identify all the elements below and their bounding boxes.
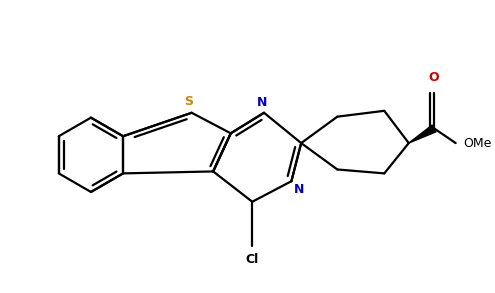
Polygon shape [409,125,436,143]
Text: N: N [257,96,267,109]
Text: OMe: OMe [463,137,492,150]
Text: S: S [184,95,193,108]
Text: Cl: Cl [246,253,259,265]
Text: O: O [429,71,440,84]
Text: N: N [295,183,305,196]
